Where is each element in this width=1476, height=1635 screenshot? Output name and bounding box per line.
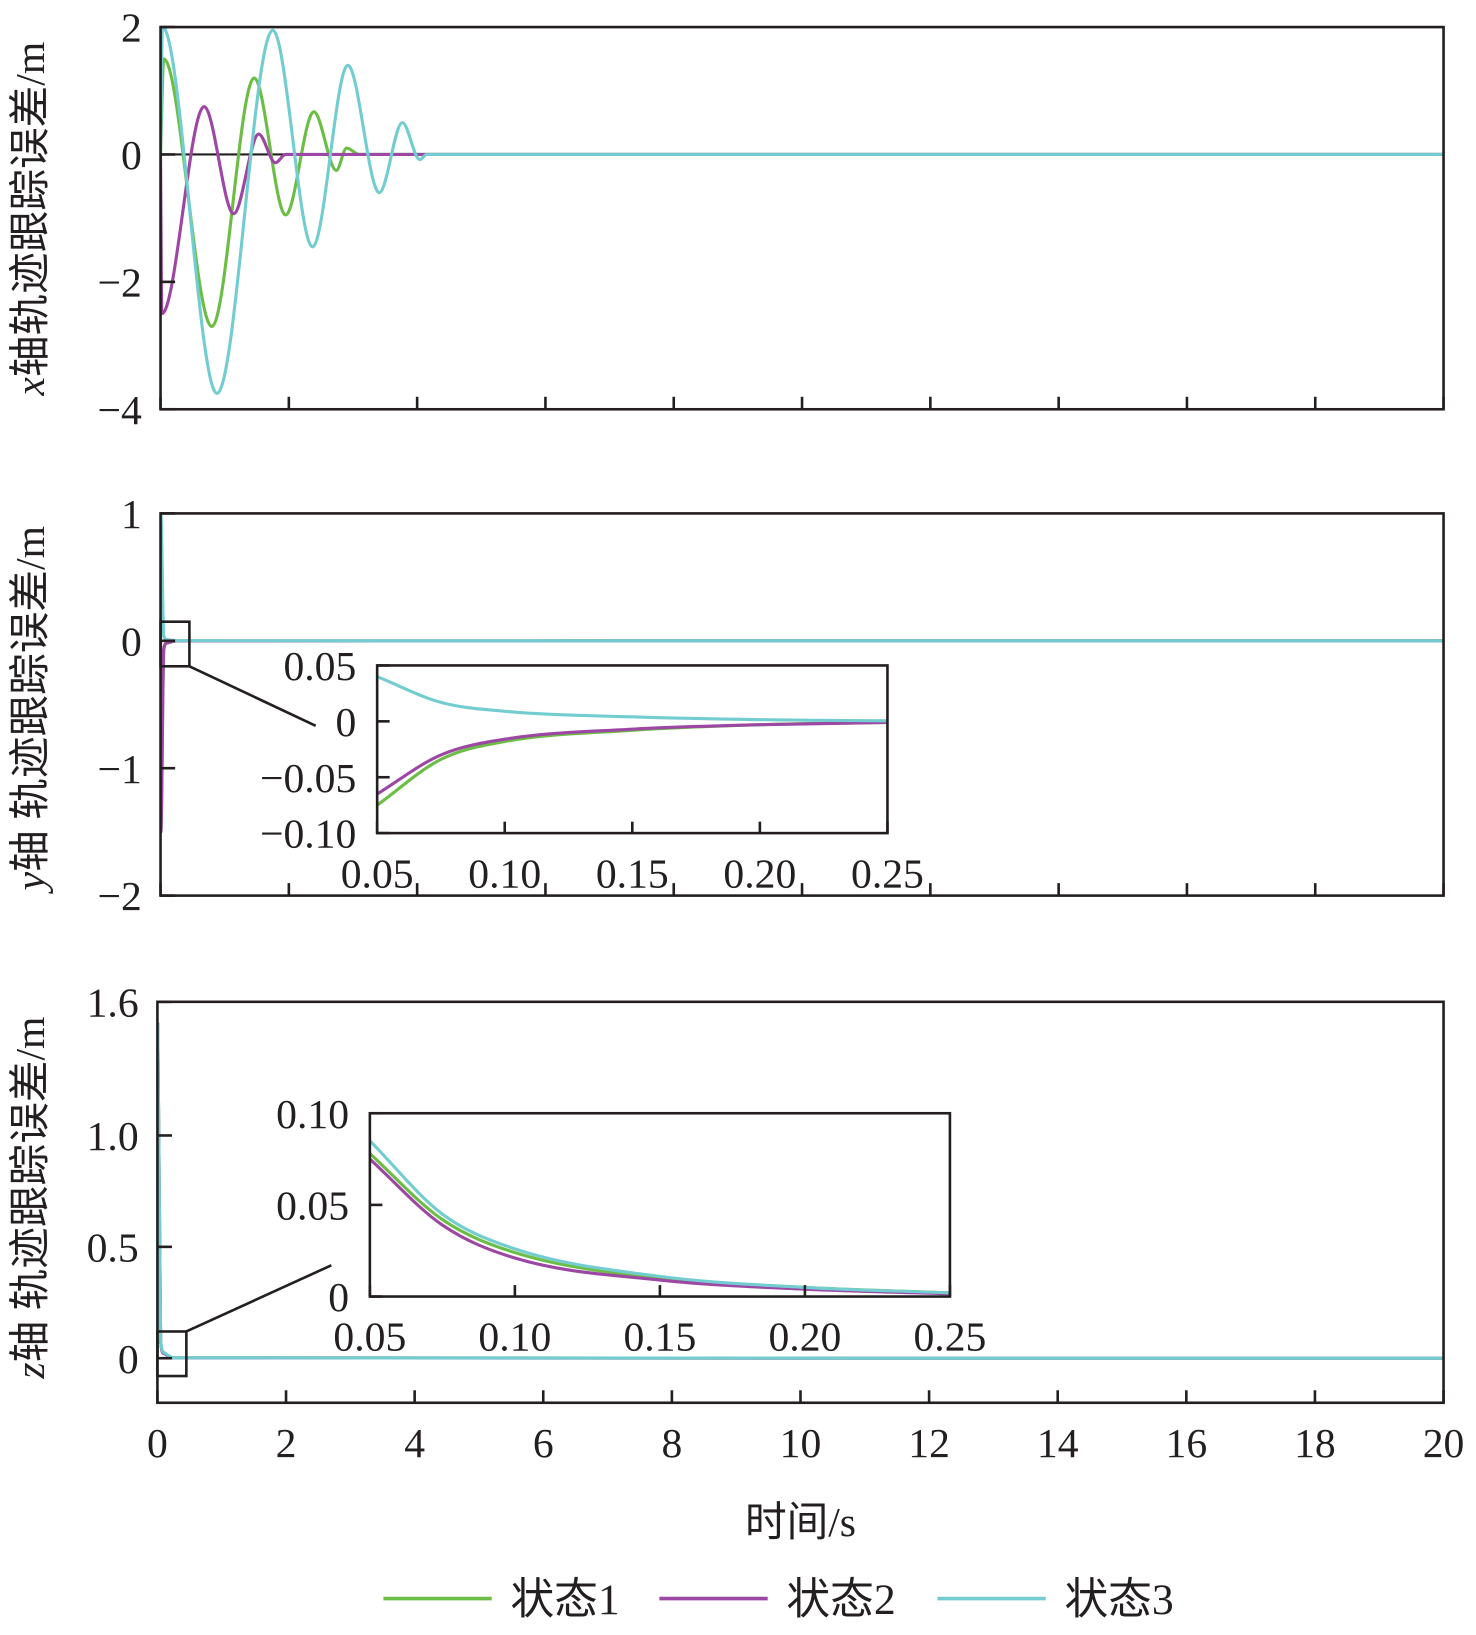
inset-y-tick-label: 0	[328, 1275, 349, 1321]
inset-x-tick-label: 0.25	[913, 1315, 986, 1361]
series-line-state3	[369, 1139, 950, 1295]
inset-x-tick-label: 0.10	[468, 851, 541, 897]
x-tick-label: 10	[780, 1421, 822, 1467]
inset-y-tick-label: −0.05	[260, 756, 356, 802]
y-tick-label: −2	[97, 874, 141, 920]
series-line-state3	[160, 511, 1444, 643]
y-axis-label: y轴 轨迹跟踪误差/m	[8, 526, 54, 894]
y-tick-label: 1.0	[87, 1114, 139, 1160]
inset-x-tick-label: 0.15	[623, 1315, 696, 1361]
y-tick-label: 0.5	[87, 1225, 139, 1271]
x-tick-label: 2	[276, 1421, 297, 1467]
panel-y: −2 −1 0 1 y轴 轨迹跟踪误差/m 0.05 0.10 0.15 0.20 0.25 −0.…	[8, 492, 1445, 920]
series-line-state3	[377, 675, 888, 723]
y-tick-label: 2	[121, 6, 142, 52]
x-tick-label: 20	[1423, 1421, 1465, 1467]
series-line-state2	[377, 720, 888, 796]
x-tick-label: 14	[1037, 1421, 1079, 1467]
inset-x-tick-label: 0.25	[851, 851, 924, 897]
y-tick-label: −4	[97, 388, 141, 434]
panel-x: −4 −2 0 2 x轴轨迹跟踪误差/m	[8, 6, 1445, 434]
y-axis-label: x轴轨迹跟踪误差/m	[8, 42, 54, 397]
y-axis-label-text: 轴 轨迹跟踪误差/m	[8, 1017, 54, 1363]
y-axis-label-var: x	[8, 377, 54, 397]
x-tick-label: 6	[533, 1421, 554, 1467]
series-line-state1	[160, 57, 1444, 329]
x-tick-label: 0	[147, 1421, 168, 1467]
plot-frame	[159, 25, 1445, 411]
y-axis-label: z轴 轨迹跟踪误差/m	[8, 1017, 54, 1380]
inset-y-tick-label: 0	[335, 700, 356, 746]
inset-x-tick-label: 0.05	[333, 1315, 406, 1361]
y-axis-label-text: 轴 轨迹跟踪误差/m	[8, 526, 54, 872]
x-tick-label: 4	[404, 1421, 425, 1467]
y-axis-label-var: y	[8, 871, 54, 894]
y-tick-label: 0	[118, 1337, 139, 1383]
inset-y-tick-label: 0.05	[283, 644, 356, 690]
legend: 状态1 状态2 状态3	[383, 1576, 1174, 1624]
panel-z: 0 2 4 6 8 10 12 14 16 18 20 0 0.5 1.0 1.6 z轴 轨迹跟踪误差/m 时间…	[8, 980, 1464, 1546]
y-tick-label: 0	[121, 619, 142, 665]
y-tick-label: −2	[97, 260, 141, 306]
legend-label-state3: 状态3	[1064, 1576, 1173, 1624]
zoom-region-box	[159, 620, 191, 668]
zoom-region-box	[156, 1330, 188, 1378]
inset-x-tick-label: 0.15	[596, 851, 669, 897]
legend-label-state1: 状态1	[510, 1576, 619, 1624]
inset-x-tick-label: 0.10	[478, 1315, 551, 1361]
inset-y: 0.05 0.10 0.15 0.20 0.25 −0.10 −0.05 0 0.05	[260, 644, 924, 897]
y-tick-label: −1	[97, 747, 141, 793]
series-line-state2	[369, 1157, 950, 1296]
zoom-connector	[185, 1264, 332, 1333]
y-axis-label-text: 轴轨迹跟踪误差/m	[8, 42, 54, 377]
x-axis-label: 时间/s	[745, 1500, 856, 1546]
x-tick-label: 8	[661, 1421, 682, 1467]
series-line-state2	[160, 105, 1444, 316]
legend-label-state2: 状态2	[786, 1576, 895, 1624]
inset-y-tick-label: 0.05	[276, 1183, 349, 1229]
x-tick-label: 16	[1166, 1421, 1208, 1467]
inset-x-tick-label: 0.20	[723, 851, 796, 897]
y-axis-label-var: z	[8, 1362, 54, 1379]
y-tick-label: 0	[121, 133, 142, 179]
y-tick-label: 1	[121, 492, 142, 538]
inset-background	[369, 1113, 950, 1297]
series-line-state3	[160, 25, 1444, 395]
inset-y-tick-label: 0.10	[276, 1092, 349, 1138]
zoom-connector	[188, 665, 317, 728]
inset-x-tick-label: 0.05	[341, 851, 414, 897]
inset-x-tick-label: 0.20	[768, 1315, 841, 1361]
inset-y-tick-label: −0.10	[260, 812, 356, 858]
x-tick-label: 12	[908, 1421, 950, 1467]
x-tick-label: 18	[1294, 1421, 1336, 1467]
y-tick-label: 1.6	[87, 980, 139, 1026]
